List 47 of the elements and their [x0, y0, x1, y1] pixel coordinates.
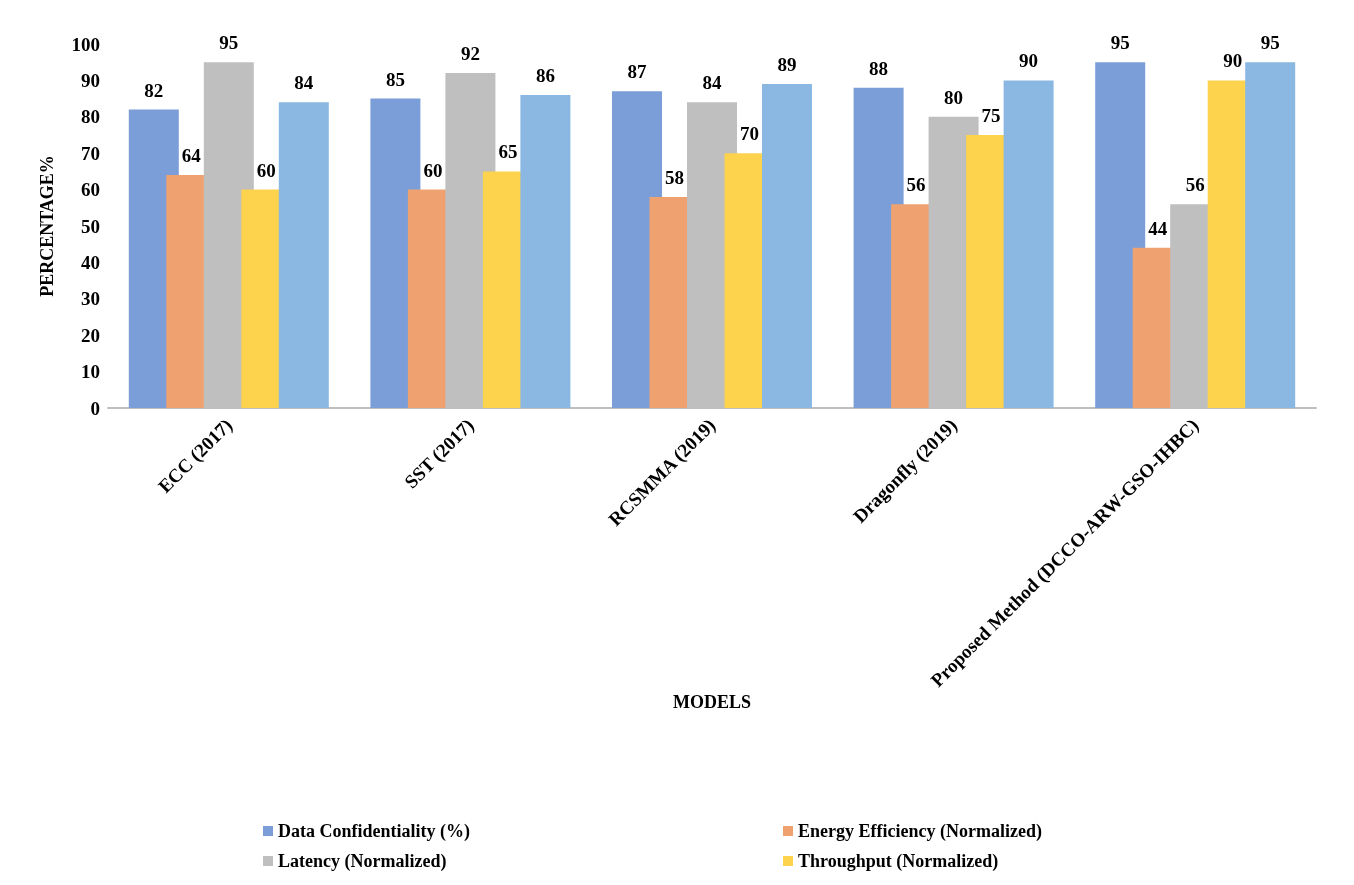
y-tick-label: 0: [90, 397, 100, 419]
y-tick-label: 30: [81, 288, 100, 310]
y-tick-label: 40: [81, 251, 100, 273]
y-tick-label: 60: [81, 179, 100, 201]
y-tick-label: 10: [81, 361, 100, 383]
data-label: 60: [423, 159, 443, 181]
data-label: 95: [219, 32, 239, 54]
data-label: 70: [740, 123, 759, 145]
data-label: 95: [1260, 32, 1280, 54]
data-label: 89: [777, 54, 797, 76]
data-label: 80: [944, 86, 964, 108]
bar: [1245, 62, 1296, 408]
data-label: 87: [627, 61, 647, 83]
data-label: 44: [1148, 217, 1168, 239]
data-label: 64: [181, 145, 202, 167]
data-label: 65: [498, 141, 518, 163]
data-label: 56: [906, 174, 926, 196]
bar: [762, 84, 812, 408]
legend-label: Energy Efficiency (Normalized): [798, 821, 1042, 842]
data-label: 90: [1019, 50, 1039, 72]
data-label: 75: [981, 105, 1001, 126]
y-axis-title: PERCENTAGE%: [37, 155, 57, 297]
data-label: 86: [535, 64, 555, 86]
y-tick-label: 20: [81, 324, 100, 346]
data-label: 92: [460, 43, 480, 65]
bar: [278, 102, 329, 408]
bar: [520, 94, 571, 408]
data-label: 84: [702, 72, 722, 94]
legend-label: Data Confidentiality (%): [278, 821, 470, 842]
data-label: 82: [144, 79, 164, 101]
x-axis-title: MODELS: [672, 692, 752, 713]
data-label: 58: [665, 166, 684, 188]
y-tick-label: 50: [81, 215, 100, 237]
legend-label: Throughput (Normalized): [798, 851, 999, 872]
bar: [1003, 80, 1054, 408]
y-tick-label: 90: [81, 69, 100, 91]
y-tick-label: 100: [71, 33, 100, 55]
legend-label: Latency (Normalized): [278, 851, 447, 872]
data-label: 88: [869, 57, 889, 79]
data-label: 56: [1185, 174, 1205, 196]
data-label: 85: [385, 68, 405, 90]
data-label: 60: [256, 159, 276, 181]
data-label: 95: [1110, 32, 1130, 54]
y-tick-label: 80: [81, 106, 100, 128]
data-label: 90: [1223, 50, 1243, 72]
data-label: 84: [294, 72, 314, 94]
y-tick-label: 70: [81, 142, 100, 164]
